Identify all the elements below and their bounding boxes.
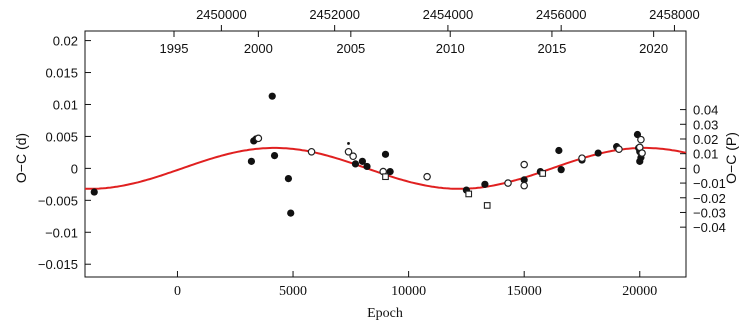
data-point-open [578,154,586,162]
data-point-filled [270,151,279,160]
y-tick-label: −0.015 [38,257,78,272]
data-points-layer [90,92,646,217]
y-tick-label: 0.005 [45,129,78,144]
x-tick-label: 10000 [391,284,426,299]
data-point-square [382,173,389,181]
data-point-square [465,190,473,198]
y-tick-label: 0 [71,161,78,176]
data-point-filled [594,149,602,157]
year-tick-label: 2015 [537,41,566,56]
y-tick-label: 0.01 [53,97,78,112]
y-tick-label: 0.02 [53,34,78,49]
data-point-square [483,202,491,209]
y2-tick-label: −0.04 [693,220,726,235]
jd-tick-label: 2450000 [196,7,247,22]
data-point-filled [351,160,360,168]
data-point-filled [381,150,390,158]
x-tick-label: 5000 [279,284,307,299]
y2-tick-label: 0.03 [693,117,718,132]
jd-tick-label: 2452000 [309,7,360,22]
data-point-filled [268,92,276,100]
y2-tick-label: 0.02 [693,132,718,147]
y-tick-label: 0.015 [45,66,78,81]
y-tick-label: −0.005 [38,193,78,208]
data-point-square [539,170,547,177]
year-tick-label: 1995 [160,41,189,56]
data-point-filled [284,175,293,183]
data-point-open [423,172,431,181]
data-point-filled [555,146,563,155]
y2-tick-label: −0.03 [693,205,726,220]
x-tick-label: 20000 [622,284,657,299]
data-point-open [344,147,353,156]
data-point-open [254,134,263,143]
jd-tick-label: 2456000 [536,7,587,22]
year-tick-label: 2010 [436,41,465,56]
y2-tick-label: 0 [693,161,700,176]
data-point-filled [90,188,98,196]
y2-tick-label: 0.01 [693,147,718,162]
data-point-open [520,181,528,190]
y2-tick-label: −0.02 [693,191,726,206]
data-point-open [504,179,512,187]
jd-tick-label: 2458000 [649,7,700,22]
data-point-filled [287,209,295,217]
data-point-open [637,135,645,144]
data-point-filled [363,162,371,171]
data-point-open [615,145,623,154]
data-point-open [307,147,316,156]
data-point-open [349,152,357,161]
y2-tick-label: 0.04 [693,103,718,118]
y-axis-title: O−C (d) [13,133,29,183]
x-axis-title: Epoch [367,306,403,321]
y2-tick-label: −0.01 [693,176,726,191]
data-point-filled [358,157,366,165]
data-point-filled [520,176,528,184]
y-tick-label: −0.01 [45,225,78,240]
ticks-layer [85,25,686,277]
data-point-filled [636,157,644,165]
x-tick-label: 15000 [507,284,542,299]
y2-axis-title: O−C (P) [723,132,739,184]
year-tick-label: 2005 [336,41,365,56]
data-point-filled [247,157,256,165]
year-tick-label: 2020 [639,41,668,56]
data-point-filled [481,180,489,188]
x-tick-label: 0 [174,284,181,299]
data-point-open [638,149,646,157]
year-tick-label: 2000 [244,41,273,56]
data-point-small [347,142,350,145]
tick-labels-layer: 0 5000 10000 15000 20000−0.015−0.01−0.00500.… [38,7,726,299]
jd-tick-label: 2454000 [423,7,474,22]
data-point-open [520,160,528,169]
data-point-filled [557,166,565,174]
